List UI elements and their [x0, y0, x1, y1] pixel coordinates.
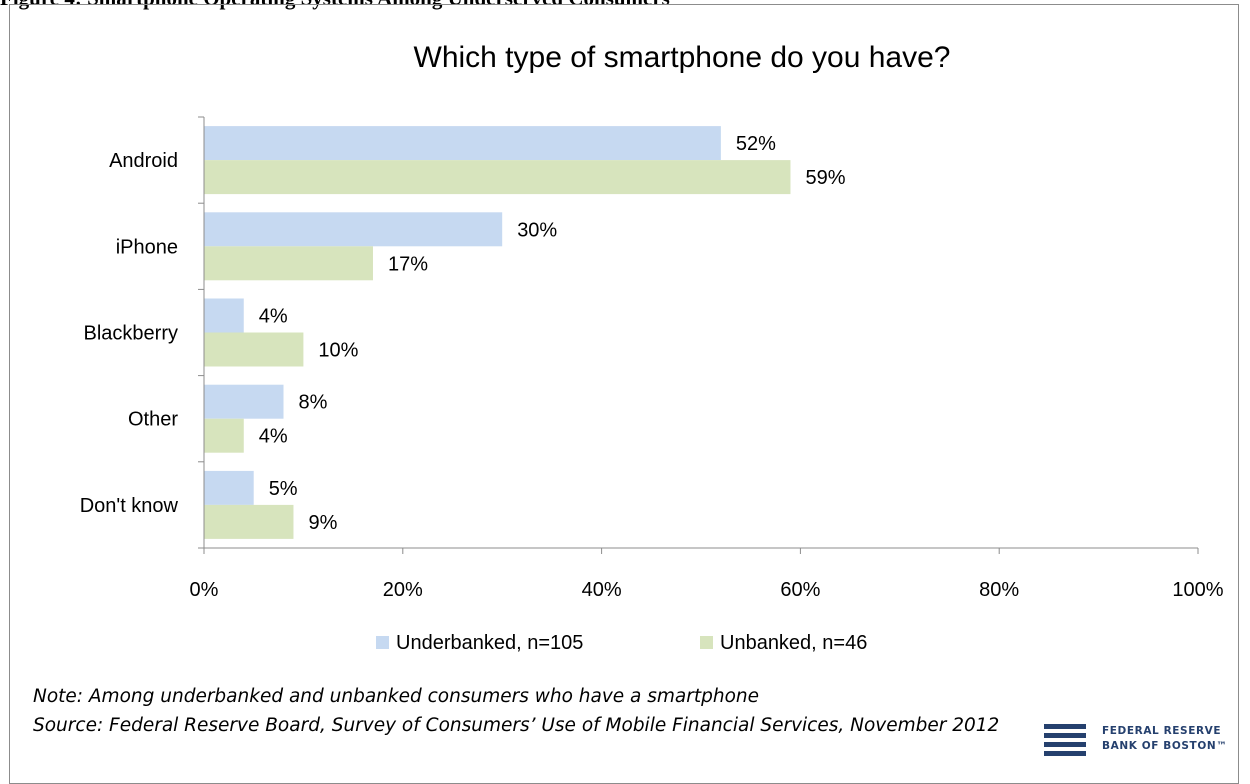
bar: [204, 470, 254, 505]
x-tick-label: 80%: [979, 579, 1019, 601]
x-tick-label: 0%: [190, 579, 219, 601]
legend-swatch: [376, 636, 389, 649]
legend-label: Underbanked, n=105: [396, 632, 583, 654]
bar: [204, 384, 284, 419]
figure-caption: Figure 4: Smartphone Operating Systems A…: [0, 0, 670, 11]
category-label: Android: [109, 150, 178, 172]
data-label: 4%: [259, 426, 288, 448]
bar: [204, 298, 244, 333]
bar: [204, 126, 721, 161]
data-label: 30%: [517, 219, 557, 241]
x-tick-label: 60%: [780, 579, 820, 601]
bar: [204, 160, 791, 195]
legend-label: Unbanked, n=46: [720, 632, 867, 654]
data-label: 17%: [388, 253, 428, 275]
bar: [204, 332, 304, 367]
data-label: 10%: [318, 340, 358, 362]
chart-title: Which type of smartphone do you have?: [414, 41, 951, 74]
x-tick-label: 40%: [582, 579, 622, 601]
category-label: Other: [128, 409, 178, 431]
data-label: 52%: [736, 133, 776, 155]
logo-text-line1: FEDERAL RESERVE: [1102, 725, 1222, 737]
category-label: Blackberry: [84, 323, 178, 345]
category-label: Don't know: [80, 495, 179, 517]
federal-reserve-logo-icon: [1044, 724, 1086, 756]
data-label: 5%: [269, 478, 298, 500]
bar: [204, 212, 503, 247]
data-label: 8%: [299, 392, 328, 414]
x-tick-label: 100%: [1172, 579, 1223, 601]
category-label: iPhone: [116, 236, 178, 258]
x-tick-label: 20%: [383, 579, 423, 601]
legend-swatch: [700, 636, 713, 649]
bar: [204, 504, 294, 539]
federal-reserve-logo: FEDERAL RESERVE BANK OF BOSTON™: [1044, 722, 1244, 768]
data-label: 59%: [805, 167, 845, 189]
data-label: 9%: [308, 512, 337, 534]
logo-text-line2: BANK OF BOSTON™: [1102, 740, 1228, 752]
bar: [204, 246, 373, 281]
data-label: 4%: [259, 306, 288, 328]
source-text: Source: Federal Reserve Board, Survey of…: [33, 715, 1000, 736]
bar: [204, 418, 244, 453]
note-text: Note: Among underbanked and unbanked con…: [33, 686, 760, 707]
